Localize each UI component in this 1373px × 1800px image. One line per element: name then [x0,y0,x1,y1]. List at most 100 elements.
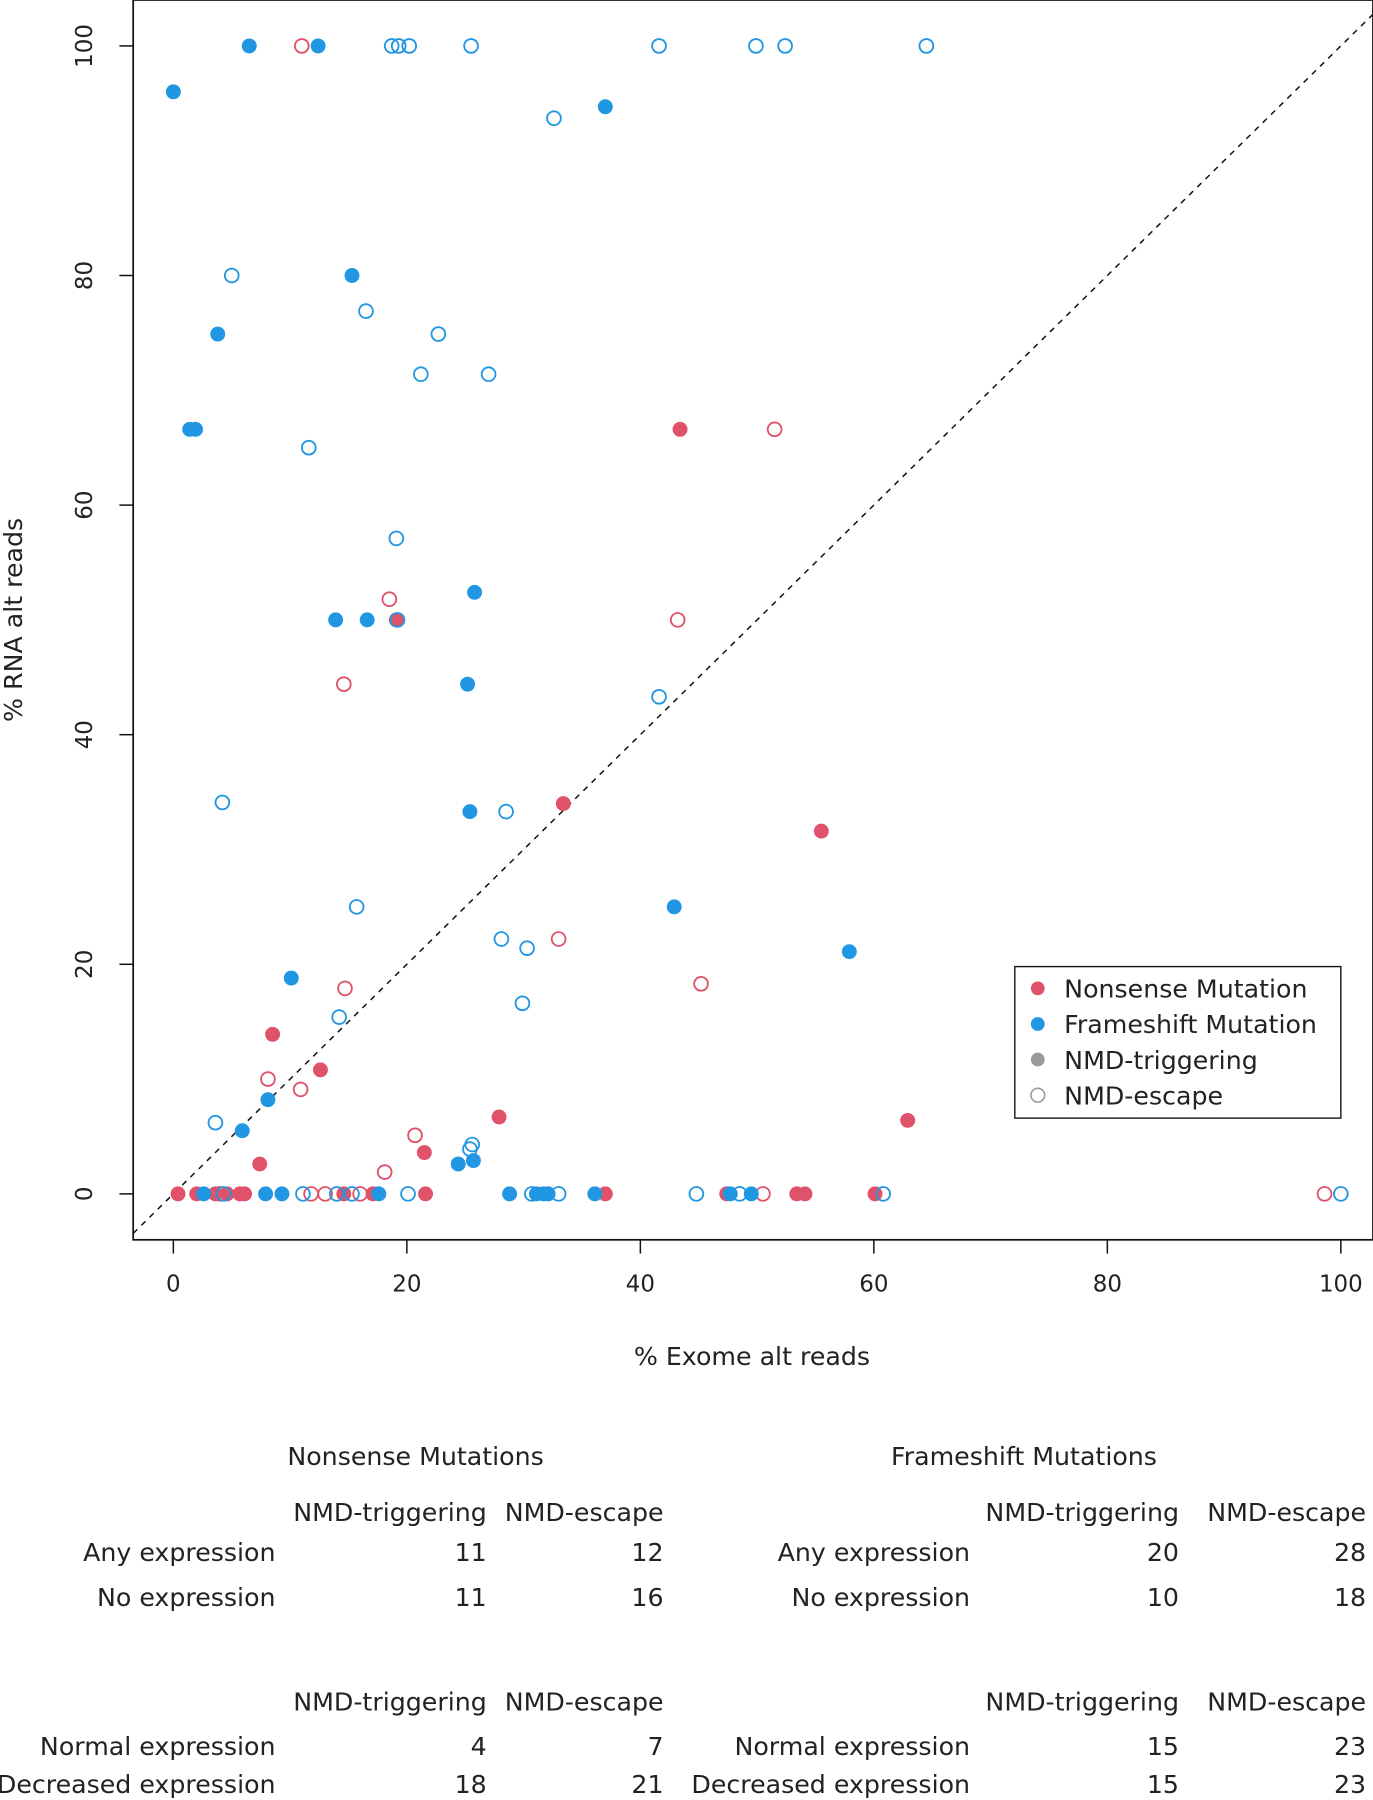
column-header: NMD-triggering [293,1687,487,1716]
frameshift-nmd-escape-point [731,1186,748,1202]
x-tick-label: 40 [626,1271,655,1297]
nonsense-nmd-triggering-point [252,1156,268,1172]
frameshift-nmd-escape-point [463,38,479,54]
row-label: Normal expression [40,1732,276,1761]
x-tick-label: 20 [392,1271,421,1297]
x-tick-label: 0 [166,1271,181,1297]
nonsense-nmd-triggering-point [237,1186,253,1202]
frameshift-nmd-triggering-point [371,1186,387,1202]
frameshift-nmd-escape-point [523,1186,540,1202]
column-header: NMD-triggering [293,1498,487,1527]
frameshift-nmd-triggering-point [597,99,613,115]
frameshift-nmd-escape-point [295,1186,311,1202]
row-label: Normal expression [734,1732,970,1761]
x-tick-label: 60 [859,1271,888,1297]
cell-value: 11 [455,1538,487,1567]
nonsense-nmd-triggering-point [418,1186,433,1202]
frameshift-nmd-triggering-point [241,38,257,54]
nonsense-nmd-triggering-point [416,1145,432,1161]
y-tick-label: 80 [72,261,98,290]
nonsense-nmd-triggering-point [597,1186,613,1202]
frameshift-nmd-escape-point [400,1186,416,1202]
x-tick-label: 80 [1093,1271,1122,1297]
legend-marker [1030,981,1045,996]
frameshift-nmd-triggering-point [258,1186,274,1202]
nonsense-nmd-escape-point [260,1071,276,1087]
frameshift-nmd-triggering-point [328,612,344,628]
nonsense-nmd-triggering-point [813,823,829,839]
frameshift-nmd-escape-point [519,940,535,957]
frameshift-nmd-triggering-point [283,970,299,986]
nonsense-nmd-escape-point [550,931,567,947]
nonsense-nmd-escape-point [352,1186,368,1202]
nonsense-nmd-escape-point [766,421,783,438]
y-tick-label: 20 [72,950,98,979]
frameshift-nmd-triggering-point [450,1156,466,1172]
row-label: Any expression [83,1538,275,1567]
frameshift-nmd-escape-point [493,931,510,947]
frameshift-nmd-escape-point [514,995,531,1012]
frameshift-nmd-escape-point [389,612,406,628]
column-header: NMD-escape [505,1498,664,1527]
legend-marker [1030,1087,1046,1103]
nonsense-nmd-escape-point [292,1081,309,1098]
frameshift-nmd-triggering-point [502,1186,518,1202]
cell-value: 4 [471,1732,487,1761]
nonsense-nmd-triggering-point [313,1062,328,1078]
nonsense-nmd-triggering-point [672,421,688,437]
cell-value: 23 [1334,1770,1366,1799]
row-label: No expression [97,1583,276,1612]
nonsense-nmd-triggering-point [555,796,571,812]
nonsense-nmd-escape-point [1316,1186,1333,1202]
nonsense-nmd-triggering-point [170,1186,186,1202]
cell-value: 10 [1147,1583,1179,1612]
frameshift-nmd-escape-point [215,1186,232,1202]
frameshift-nmd-triggering-point [196,1186,212,1202]
frameshift-nmd-escape-point [223,267,240,284]
frameshift-nmd-triggering-point [467,584,483,600]
frameshift-nmd-escape-point [430,326,447,342]
column-header: NMD-escape [1207,1498,1366,1527]
frameshift-nmd-escape-point [401,38,417,54]
frameshift-nmd-escape-point [331,1009,347,1025]
nonsense-nmd-escape-point [693,975,709,992]
identity-line [132,13,1373,1234]
frameshift-nmd-triggering-point [274,1186,290,1202]
summary-tables: Nonsense Mutations NMD-triggering NMD-esca… [0,1442,1366,1799]
frameshift-nmd-escape-point [413,366,429,383]
frameshift-nmd-triggering-point [165,84,181,100]
nonsense-nmd-escape-point [293,38,310,54]
frameshift-nmd-escape-point [388,530,405,547]
frameshift-nmd-escape-point [358,303,374,319]
frameshift-nmd-triggering-point [260,1092,276,1108]
column-header: NMD-escape [505,1687,664,1716]
data-points [165,38,1349,1202]
nonsense-nmd-triggering-point [900,1112,916,1128]
cell-value: 7 [647,1732,663,1761]
legend-label: Nonsense Mutation [1064,975,1307,1004]
nonsense-nmd-escape-point [407,1127,423,1144]
nonsense-table-title: Nonsense Mutations [287,1442,543,1471]
frameshift-nmd-escape-point [462,1141,478,1157]
nonsense-nmd-escape-point [376,1164,393,1180]
frameshift-nmd-triggering-point [587,1186,603,1202]
legend-marker [1030,1052,1045,1067]
column-header: NMD-triggering [985,1687,1179,1716]
frameshift-nmd-triggering-point [359,612,375,628]
x-tick-label: 100 [1319,1271,1363,1297]
legend-label: NMD-escape [1064,1081,1223,1110]
cell-value: 28 [1334,1538,1366,1567]
frameshift-nmd-triggering-point [841,944,857,960]
nonsense-nmd-triggering-point [207,1186,223,1202]
frameshift-nmd-escape-point [651,38,667,54]
cell-value: 18 [455,1770,487,1799]
cell-value: 20 [1147,1538,1179,1567]
frameshift-table-title: Frameshift Mutations [891,1442,1157,1471]
frameshift-nmd-triggering-point [460,676,476,692]
legend-label: Frameshift Mutation [1064,1010,1317,1039]
frameshift-nmd-triggering-point [234,1123,250,1139]
nonsense-nmd-triggering-point [491,1109,507,1125]
frameshift-nmd-triggering-point [210,326,226,342]
cell-value: 23 [1334,1732,1366,1761]
